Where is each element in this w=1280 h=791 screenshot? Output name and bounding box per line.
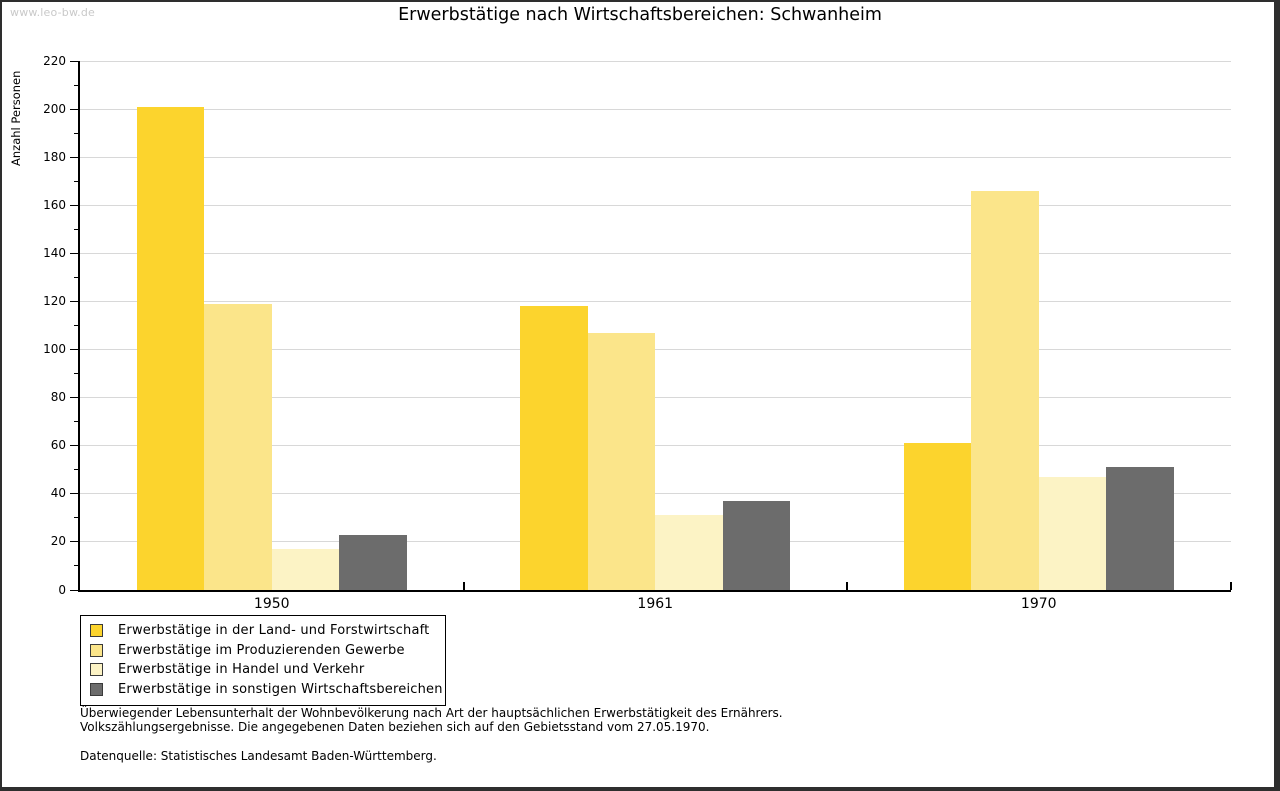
bar-1970-series-2 bbox=[971, 190, 1039, 590]
bar-1961-series-1 bbox=[520, 306, 588, 590]
bar-1950-series-1 bbox=[136, 106, 205, 590]
y-axis-line bbox=[78, 60, 80, 592]
y-major-tick bbox=[70, 493, 78, 495]
x-tick-label: 1970 bbox=[1020, 596, 1057, 612]
y-tick-label: 20 bbox=[50, 534, 66, 549]
bar-1970-series-3 bbox=[1038, 476, 1107, 590]
footer-source: Datenquelle: Statistisches Landesamt Bad… bbox=[80, 749, 437, 763]
bar-1970-series-4 bbox=[1106, 467, 1174, 590]
x-boundary-tick bbox=[1229, 582, 1232, 590]
x-boundary-tick bbox=[462, 582, 465, 590]
y-tick-label: 200 bbox=[43, 101, 66, 116]
y-major-tick bbox=[70, 108, 78, 110]
x-tick-label: 1961 bbox=[637, 596, 674, 612]
y-major-tick bbox=[70, 300, 78, 302]
y-major-tick bbox=[70, 156, 78, 158]
legend-label-4: Erwerbstätige in sonstigen Wirtschaftsbe… bbox=[118, 681, 443, 697]
y-major-tick bbox=[70, 349, 78, 351]
y-minor-tick bbox=[74, 373, 78, 375]
footer-note-line-1: Überwiegender Lebensunterhalt der Wohnbe… bbox=[80, 706, 783, 720]
footer-notes: Überwiegender Lebensunterhalt der Wohnbe… bbox=[80, 706, 783, 734]
legend-swatch-3 bbox=[90, 663, 103, 677]
gridline bbox=[80, 493, 1231, 495]
legend: Erwerbstätige in der Land- und Forstwirt… bbox=[80, 615, 446, 706]
gridline bbox=[80, 300, 1231, 302]
legend-item-3: Erwerbstätige in Handel und Verkehr bbox=[89, 660, 437, 680]
legend-item-4: Erwerbstätige in sonstigen Wirtschaftsbe… bbox=[89, 680, 442, 700]
x-tick-label: 1950 bbox=[253, 596, 290, 612]
bar-1961-series-2 bbox=[587, 332, 656, 590]
y-major-tick bbox=[70, 589, 78, 591]
y-major-tick bbox=[70, 541, 78, 543]
legend-swatch-2 bbox=[90, 643, 103, 657]
bar-1970-series-1 bbox=[903, 443, 972, 590]
y-minor-tick bbox=[74, 469, 78, 471]
y-major-tick bbox=[70, 204, 78, 206]
y-major-tick bbox=[70, 60, 78, 62]
y-minor-tick bbox=[74, 565, 78, 567]
x-boundary-tick bbox=[846, 582, 848, 590]
chart-title: Erwerbstätige nach Wirtschaftsbereichen:… bbox=[398, 5, 882, 25]
watermark: www.leo-bw.de bbox=[10, 6, 96, 19]
y-tick-label: 80 bbox=[50, 390, 66, 405]
y-major-tick bbox=[70, 397, 78, 399]
bar-1961-series-4 bbox=[722, 501, 791, 590]
y-minor-tick bbox=[74, 84, 78, 86]
y-tick-label: 0 bbox=[58, 582, 66, 597]
bar-1950-series-2 bbox=[204, 303, 272, 590]
y-tick-label: 100 bbox=[43, 342, 66, 357]
y-tick-label: 120 bbox=[43, 293, 66, 308]
legend-label-3: Erwerbstätige in Handel und Verkehr bbox=[118, 662, 365, 678]
legend-item-1: Erwerbstätige in der Land- und Forstwirt… bbox=[89, 621, 437, 641]
y-minor-tick bbox=[74, 517, 78, 519]
x-axis-line bbox=[78, 590, 1231, 592]
y-tick-label: 180 bbox=[43, 149, 66, 164]
y-tick-label: 220 bbox=[43, 53, 66, 68]
gridline bbox=[80, 349, 1231, 351]
y-tick-label: 40 bbox=[50, 486, 66, 501]
gridline bbox=[80, 445, 1231, 447]
gridline bbox=[80, 252, 1231, 254]
y-minor-tick bbox=[74, 421, 78, 423]
gridline bbox=[80, 108, 1231, 110]
y-minor-tick bbox=[74, 180, 78, 182]
footer-note-line-2: Volkszählungsergebnisse. Die angegebenen… bbox=[80, 719, 710, 734]
legend-swatch-1 bbox=[90, 624, 103, 638]
y-minor-tick bbox=[74, 276, 78, 278]
gridline bbox=[80, 60, 1231, 62]
legend-swatch-4 bbox=[90, 682, 103, 696]
y-major-tick bbox=[70, 252, 78, 254]
legend-label-2: Erwerbstätige im Produzierenden Gewerbe bbox=[118, 642, 405, 658]
legend-item-2: Erwerbstätige im Produzierenden Gewerbe bbox=[89, 641, 437, 661]
legend-label-1: Erwerbstätige in der Land- und Forstwirt… bbox=[118, 623, 430, 639]
bar-1950-series-3 bbox=[271, 549, 340, 590]
y-minor-tick bbox=[74, 325, 78, 326]
y-minor-tick bbox=[74, 132, 78, 134]
y-major-tick bbox=[70, 445, 78, 447]
bar-1961-series-3 bbox=[655, 515, 723, 590]
y-tick-label: 140 bbox=[43, 245, 66, 260]
gridline bbox=[80, 397, 1231, 399]
y-tick-label: 60 bbox=[50, 438, 66, 453]
gridline bbox=[80, 204, 1231, 206]
y-tick-label: 160 bbox=[43, 197, 66, 212]
gridline bbox=[80, 156, 1231, 158]
bar-1950-series-4 bbox=[339, 534, 407, 590]
y-minor-tick bbox=[74, 228, 78, 230]
